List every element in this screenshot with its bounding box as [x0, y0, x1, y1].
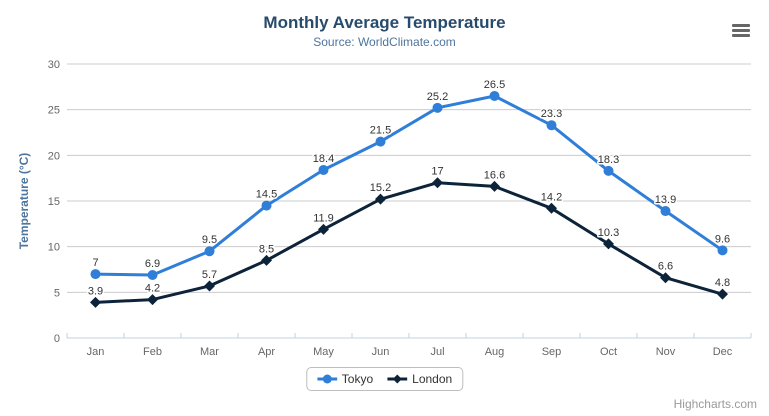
series-line-london — [94, 181, 724, 304]
data-point-tokyo[interactable] — [546, 120, 557, 131]
hamburger-icon — [732, 24, 750, 37]
data-point-tokyo[interactable] — [204, 246, 215, 257]
x-axis-label: Jan — [87, 346, 105, 358]
legend-item-tokyo[interactable]: Tokyo — [316, 372, 374, 386]
data-label: 26.5 — [484, 79, 505, 91]
data-label: 21.5 — [370, 125, 391, 137]
data-label: 11.9 — [313, 212, 334, 224]
data-point-london[interactable] — [204, 280, 215, 292]
data-label: 4.2 — [145, 283, 160, 295]
data-point-london[interactable] — [147, 294, 158, 306]
chart-title: Monthly Average Temperature — [263, 13, 506, 32]
data-point-london[interactable] — [603, 238, 614, 250]
y-axis-tick-label: 30 — [48, 59, 60, 71]
data-label: 14.5 — [256, 189, 277, 201]
data-point-tokyo[interactable] — [489, 90, 500, 101]
x-axis-label: Nov — [656, 346, 676, 358]
data-label: 9.5 — [202, 234, 217, 246]
data-label: 10.3 — [598, 227, 619, 239]
data-point-tokyo[interactable] — [90, 269, 101, 280]
data-label: 6.9 — [145, 258, 160, 270]
data-point-tokyo[interactable] — [318, 164, 329, 175]
legend-label: Tokyo — [341, 372, 374, 386]
legend-item-london[interactable]: London — [387, 372, 452, 386]
y-axis-title: Temperature (°C) — [17, 153, 31, 250]
data-label: 14.2 — [541, 191, 562, 203]
data-point-tokyo[interactable] — [375, 136, 386, 147]
x-axis-label: Feb — [143, 346, 162, 358]
data-label: 9.6 — [715, 233, 730, 245]
y-axis-tick-label: 10 — [48, 242, 60, 254]
data-label: 23.3 — [541, 108, 562, 120]
x-axis-label: Apr — [258, 346, 275, 358]
data-point-london[interactable] — [90, 296, 101, 308]
chart-subtitle: Source: WorldClimate.com — [313, 35, 456, 49]
x-axis-label: Sep — [542, 346, 562, 358]
y-axis-tick-label: 15 — [48, 196, 60, 208]
data-point-london[interactable] — [717, 288, 728, 300]
diamond-marker-icon — [387, 374, 408, 384]
data-label: 17 — [431, 166, 443, 178]
legend: Tokyo London — [305, 367, 464, 391]
data-label: 4.8 — [715, 277, 730, 289]
data-label: 18.3 — [598, 154, 619, 166]
data-label: 8.5 — [259, 243, 274, 255]
x-axis-label: May — [313, 346, 334, 358]
data-label: 7 — [92, 257, 98, 269]
data-label: 13.9 — [655, 194, 676, 206]
x-axis-label: Dec — [713, 346, 733, 358]
data-point-london[interactable] — [318, 223, 329, 235]
data-point-tokyo[interactable] — [717, 245, 728, 256]
x-axis-label: Jul — [430, 346, 444, 358]
data-point-london[interactable] — [375, 193, 386, 205]
data-label: 3.9 — [88, 285, 103, 297]
y-axis-tick-label: 0 — [54, 333, 60, 345]
data-point-tokyo[interactable] — [660, 206, 671, 217]
export-menu-button[interactable] — [730, 20, 752, 41]
x-axis-label: Aug — [485, 346, 505, 358]
data-label: 5.7 — [202, 269, 217, 281]
data-point-tokyo[interactable] — [432, 102, 443, 113]
data-point-london[interactable] — [660, 272, 671, 284]
series-line-tokyo — [94, 94, 724, 277]
data-point-tokyo[interactable] — [261, 200, 272, 211]
y-axis-tick-label: 25 — [48, 105, 60, 117]
data-label: 15.2 — [370, 182, 391, 194]
data-point-london[interactable] — [432, 177, 443, 189]
x-axis-label: Jun — [372, 346, 390, 358]
data-point-london[interactable] — [261, 254, 272, 266]
data-label: 18.4 — [313, 153, 334, 165]
y-axis-tick-label: 20 — [48, 150, 60, 162]
circle-marker-icon — [316, 374, 337, 384]
data-label: 25.2 — [427, 91, 448, 103]
credits-link[interactable]: Highcharts.com — [673, 397, 757, 411]
data-label: 6.6 — [658, 261, 673, 273]
data-label: 16.6 — [484, 169, 505, 181]
data-point-tokyo[interactable] — [603, 165, 614, 176]
data-point-london[interactable] — [546, 202, 557, 214]
x-axis-label: Mar — [200, 346, 219, 358]
data-point-tokyo[interactable] — [147, 269, 158, 280]
legend-label: London — [412, 372, 453, 386]
x-axis-label: Oct — [600, 346, 617, 358]
y-axis-tick-label: 5 — [54, 287, 60, 299]
data-point-london[interactable] — [489, 180, 500, 192]
